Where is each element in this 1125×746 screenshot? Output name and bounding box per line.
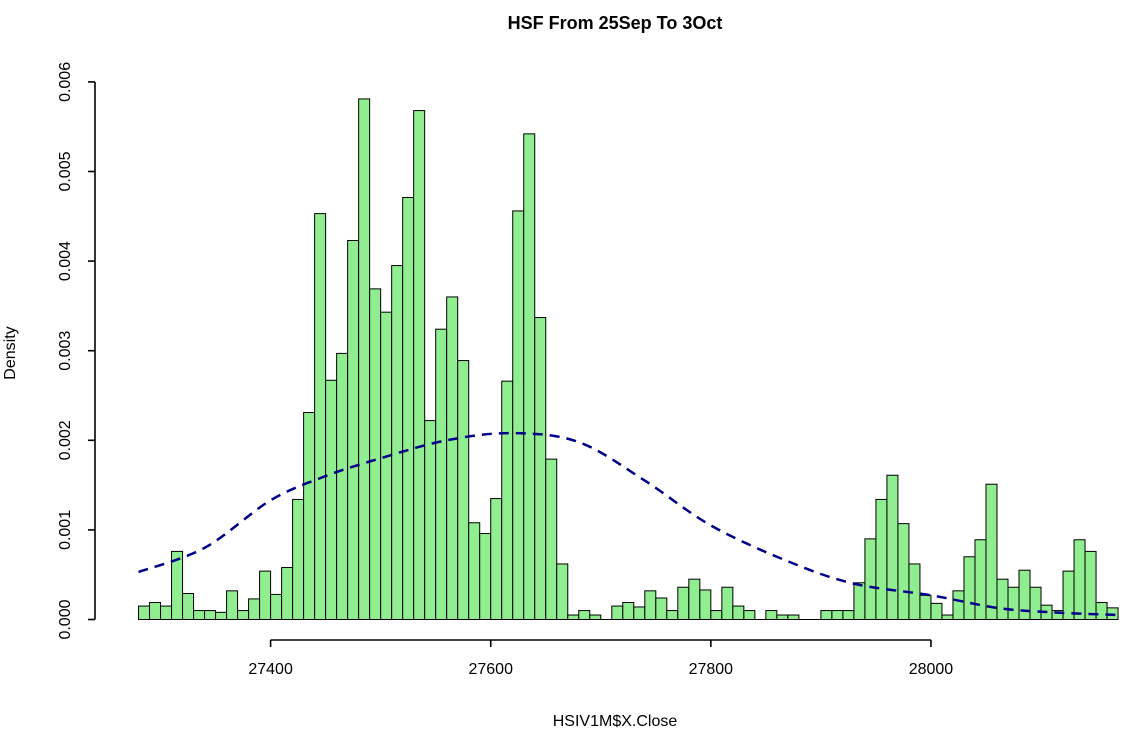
histogram-bar bbox=[336, 352, 349, 620]
histogram-bar bbox=[391, 265, 404, 620]
y-tick-label: 0.005 bbox=[57, 151, 74, 191]
histogram-bar bbox=[303, 412, 316, 620]
histogram-bar bbox=[369, 288, 382, 620]
histogram-bar bbox=[149, 601, 162, 621]
histogram-bar bbox=[688, 578, 701, 620]
x-axis-label: HSIV1M$X.Close bbox=[552, 713, 678, 730]
histogram-bar bbox=[446, 296, 459, 620]
histogram-bar bbox=[424, 420, 437, 621]
histogram-bar bbox=[413, 110, 426, 621]
histogram-bar bbox=[886, 474, 899, 620]
histogram-bar bbox=[259, 570, 272, 621]
histogram-bar bbox=[875, 498, 888, 621]
histogram-bar bbox=[479, 532, 492, 621]
histogram-bar bbox=[655, 597, 668, 620]
density-curve bbox=[138, 431, 1119, 617]
x-tick-label: 27800 bbox=[689, 661, 734, 678]
histogram-bar bbox=[402, 196, 415, 620]
histogram-bar bbox=[160, 605, 173, 620]
histogram-bar bbox=[215, 611, 228, 620]
y-tick-label: 0.000 bbox=[57, 599, 74, 639]
histogram-bar bbox=[501, 380, 514, 620]
histogram-bar bbox=[589, 614, 602, 621]
histogram-bar bbox=[270, 593, 283, 620]
histogram-bar bbox=[1084, 550, 1097, 620]
y-tick-label: 0.001 bbox=[57, 510, 74, 550]
histogram-bar bbox=[930, 602, 943, 621]
histogram-bar bbox=[919, 594, 932, 620]
histogram-bar bbox=[831, 610, 844, 620]
histogram-bar bbox=[314, 213, 327, 620]
histogram-bar bbox=[171, 550, 184, 620]
histogram-bar bbox=[204, 610, 217, 620]
histogram-bar bbox=[281, 567, 294, 620]
histogram-bar bbox=[237, 610, 250, 620]
histogram-bar bbox=[534, 317, 547, 620]
histogram-bar bbox=[963, 556, 976, 621]
histogram-bar bbox=[1029, 586, 1042, 621]
histogram-bar bbox=[1095, 601, 1108, 621]
histogram-bar bbox=[776, 614, 789, 621]
histogram-bar bbox=[820, 610, 833, 620]
histogram-bar bbox=[567, 614, 580, 621]
histogram-bar bbox=[853, 582, 866, 620]
histogram-bar bbox=[1073, 539, 1086, 620]
x-tick-label: 27400 bbox=[248, 661, 293, 678]
histogram-bar bbox=[985, 483, 998, 621]
histogram-bar bbox=[556, 563, 569, 620]
histogram-bar bbox=[193, 610, 206, 620]
histogram-bar bbox=[765, 610, 778, 620]
x-tick-label: 27600 bbox=[468, 661, 513, 678]
histogram-bar bbox=[347, 239, 360, 620]
histogram-bar bbox=[974, 539, 987, 620]
histogram-bar bbox=[380, 311, 393, 620]
histogram-bar bbox=[138, 605, 151, 620]
histogram-bar bbox=[787, 614, 800, 621]
histogram-bar bbox=[226, 590, 239, 621]
histogram-bar bbox=[677, 586, 690, 621]
histogram-bar bbox=[732, 605, 745, 620]
histogram-bar bbox=[435, 328, 448, 620]
histogram-bar bbox=[358, 98, 371, 620]
histogram-bar bbox=[897, 523, 910, 620]
x-tick-label: 28000 bbox=[909, 661, 954, 678]
histogram-bar bbox=[578, 610, 591, 620]
histogram-bar bbox=[325, 379, 338, 620]
histogram-bar bbox=[842, 610, 855, 620]
histogram-bar bbox=[996, 578, 1009, 620]
histogram-bar bbox=[457, 360, 470, 620]
histogram-bar bbox=[248, 598, 261, 621]
histogram-bar bbox=[545, 458, 558, 620]
histogram-bar bbox=[721, 586, 734, 621]
y-tick-label: 0.004 bbox=[57, 241, 74, 281]
y-tick-label: 0.006 bbox=[57, 62, 74, 102]
histogram-bar bbox=[666, 610, 679, 620]
y-tick-label: 0.003 bbox=[57, 331, 74, 371]
histogram-bar bbox=[710, 610, 723, 620]
histogram-bar bbox=[864, 538, 877, 620]
histogram-bar bbox=[182, 593, 195, 620]
chart-title: HSF From 25Sep To 3Oct bbox=[507, 13, 723, 33]
histogram-bar bbox=[512, 210, 525, 620]
histogram-bar bbox=[699, 589, 712, 621]
histogram-bar bbox=[622, 601, 635, 621]
histogram-bar bbox=[490, 498, 503, 621]
histogram-bar bbox=[292, 498, 305, 621]
histogram-bar bbox=[743, 610, 756, 620]
histogram-bar bbox=[523, 133, 536, 620]
histogram-bar bbox=[611, 605, 624, 620]
histogram-bar bbox=[941, 614, 954, 621]
histogram-bar bbox=[633, 606, 646, 620]
y-tick-label: 0.002 bbox=[57, 420, 74, 460]
histogram-bar bbox=[644, 590, 657, 621]
histogram-bar bbox=[1007, 586, 1020, 621]
histogram-bar bbox=[468, 522, 481, 620]
histogram-bar bbox=[952, 590, 965, 621]
